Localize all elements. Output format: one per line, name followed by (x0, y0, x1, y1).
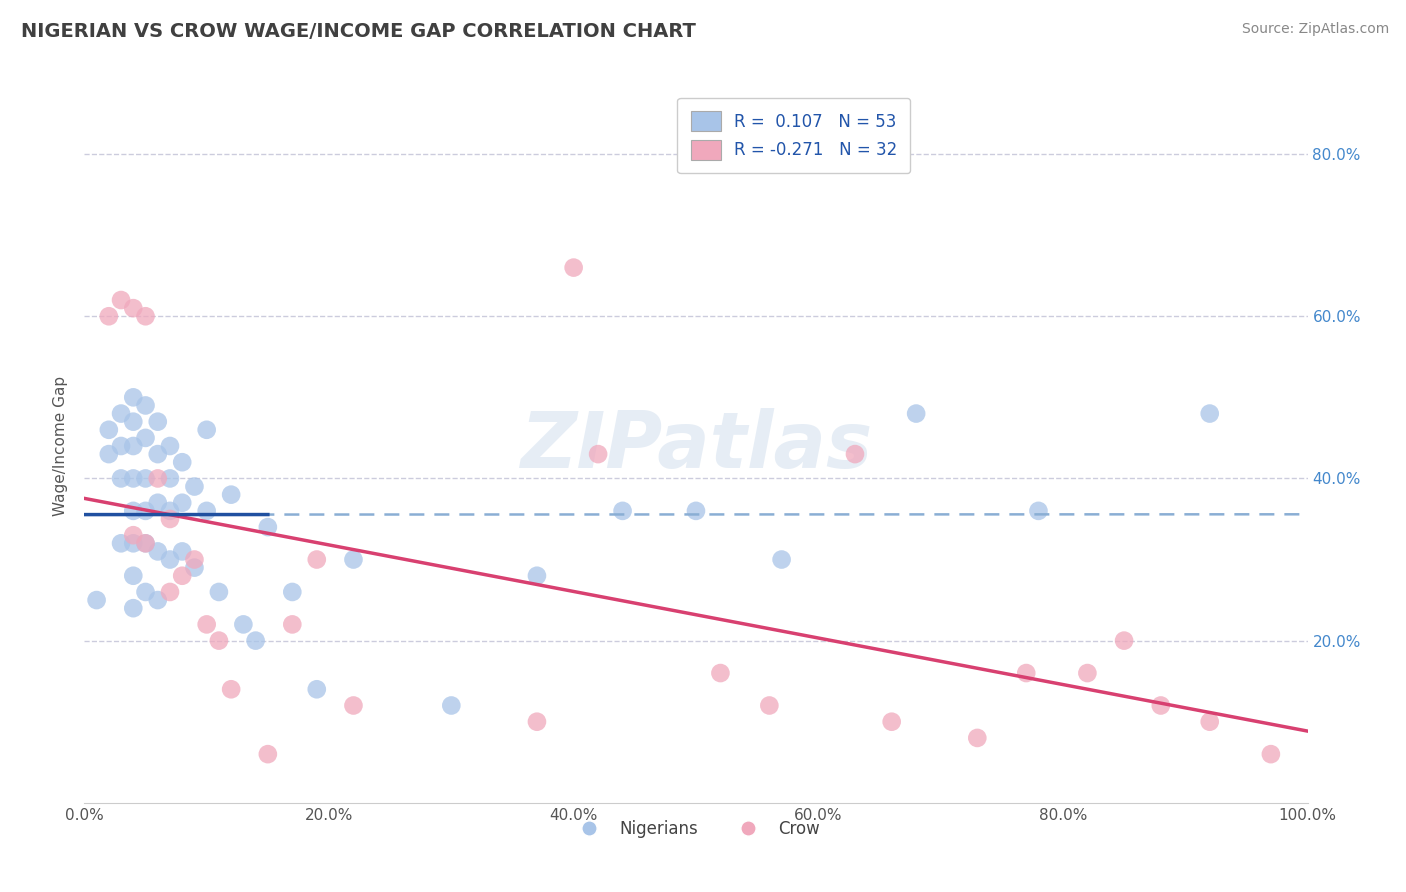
Point (1198, 407, 1220, 421)
Point (305, 682, 328, 697)
Point (146, 544, 169, 558)
Point (1076, 666, 1098, 681)
Point (159, 585, 181, 599)
Point (146, 471, 169, 485)
Point (905, 407, 928, 421)
Point (342, 552, 364, 566)
Point (122, 536, 145, 550)
Point (526, 714, 548, 729)
Point (97, 423, 120, 437)
Point (281, 585, 304, 599)
Point (146, 415, 169, 429)
Point (135, 536, 157, 550)
Point (122, 390, 145, 404)
Point (612, 504, 634, 518)
Point (232, 617, 254, 632)
Point (146, 496, 169, 510)
Point (1150, 698, 1173, 713)
Point (342, 698, 364, 713)
Point (257, 747, 280, 761)
Point (110, 293, 132, 307)
Point (219, 488, 242, 502)
Point (281, 617, 304, 632)
Point (110, 536, 132, 550)
Point (159, 471, 181, 485)
Point (135, 310, 157, 324)
Point (135, 399, 157, 413)
Point (159, 439, 181, 453)
Point (110, 407, 132, 421)
Point (122, 439, 145, 453)
Point (195, 423, 218, 437)
Point (97, 447, 120, 461)
Point (208, 633, 231, 648)
Point (183, 479, 205, 493)
Point (526, 568, 548, 582)
Point (135, 471, 157, 485)
Point (122, 601, 145, 615)
Point (159, 504, 181, 518)
Point (562, 260, 585, 275)
Y-axis label: Wage/Income Gap: Wage/Income Gap (53, 376, 69, 516)
Point (172, 568, 194, 582)
Legend: Nigerians, Crow: Nigerians, Crow (565, 814, 827, 845)
Point (122, 301, 145, 315)
Text: NIGERIAN VS CROW WAGE/INCOME GAP CORRELATION CHART: NIGERIAN VS CROW WAGE/INCOME GAP CORRELA… (21, 22, 696, 41)
Point (146, 593, 169, 607)
Point (440, 698, 463, 713)
Point (1015, 666, 1038, 681)
Point (135, 431, 157, 445)
Point (159, 552, 181, 566)
Text: Source: ZipAtlas.com: Source: ZipAtlas.com (1241, 22, 1389, 37)
Point (172, 544, 194, 558)
Point (159, 512, 181, 526)
Point (135, 504, 157, 518)
Point (1260, 747, 1282, 761)
Point (110, 471, 132, 485)
Point (966, 731, 988, 745)
Point (586, 447, 609, 461)
Point (245, 633, 267, 648)
Point (183, 552, 205, 566)
Point (183, 560, 205, 574)
Point (122, 504, 145, 518)
Point (208, 585, 231, 599)
Point (219, 682, 242, 697)
Point (135, 585, 157, 599)
Point (195, 504, 218, 518)
Point (110, 439, 132, 453)
Point (195, 617, 218, 632)
Point (685, 504, 707, 518)
Point (172, 455, 194, 469)
Point (1114, 633, 1136, 648)
Point (97, 310, 120, 324)
Point (122, 528, 145, 542)
Point (709, 666, 731, 681)
Point (86, 593, 108, 607)
Text: ZIPatlas: ZIPatlas (520, 408, 872, 484)
Point (122, 568, 145, 582)
Point (880, 714, 903, 729)
Point (257, 520, 280, 534)
Point (758, 698, 780, 713)
Point (1028, 504, 1050, 518)
Point (305, 552, 328, 566)
Point (844, 447, 866, 461)
Point (172, 496, 194, 510)
Point (122, 471, 145, 485)
Point (146, 447, 169, 461)
Point (122, 415, 145, 429)
Point (770, 552, 793, 566)
Point (135, 536, 157, 550)
Point (1198, 714, 1220, 729)
